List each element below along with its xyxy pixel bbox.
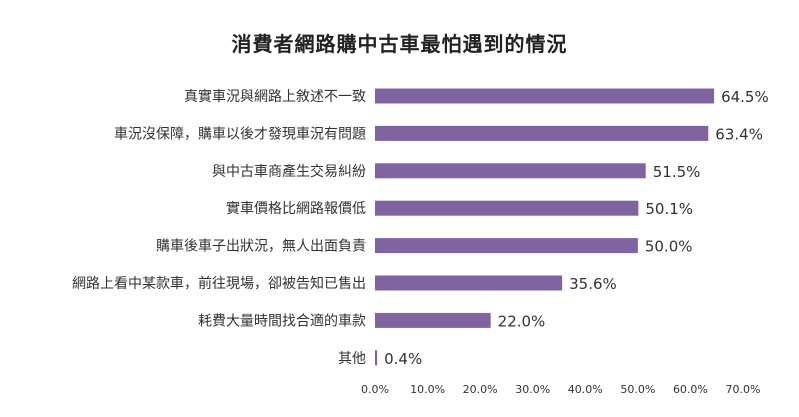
category-label: 其他: [338, 351, 366, 367]
chart-title: 消費者網路購中古車最怕遇到的情況: [231, 32, 568, 56]
bars-layer: [375, 88, 715, 366]
category-label: 與中古車商產生交易糾紛: [212, 163, 366, 180]
data-label: 35.6%: [569, 275, 617, 293]
data-label: 51.5%: [653, 163, 701, 181]
x-tick-label: 70.0%: [726, 383, 761, 396]
bar: [375, 125, 709, 141]
bar: [375, 312, 491, 328]
labels-layer: 真實車況與網路上敘述不一致 64.5% 車況沒保障，購車以後才發現車況有問題 63.4…: [72, 88, 769, 368]
category-label: 網路上看中某款車，前往現場，卻被告知已售出: [72, 275, 366, 292]
x-tick-label: 20.0%: [463, 383, 498, 396]
x-tick-label: 60.0%: [673, 383, 708, 396]
data-label: 50.1%: [645, 200, 693, 218]
bar: [375, 350, 378, 366]
x-tick-label: 50.0%: [620, 383, 655, 396]
category-label: 購車後車子出狀況，無人出面負責: [156, 238, 366, 255]
data-label: 63.4%: [715, 125, 763, 143]
x-tick-label: 30.0%: [515, 383, 550, 396]
bar: [375, 238, 638, 254]
category-label: 實車價格比網路報價低: [226, 200, 366, 217]
category-label: 耗費大量時間找合適的車款: [198, 312, 366, 329]
bar: [375, 88, 715, 104]
category-label: 真實車況與網路上敘述不一致: [184, 88, 366, 105]
x-tick-label: 40.0%: [568, 383, 603, 396]
x-axis: 0.0% 10.0% 20.0% 30.0% 40.0% 50.0% 60.0% 70.0%: [361, 383, 760, 396]
category-label: 車況沒保障，購車以後才發現車況有問題: [114, 125, 366, 142]
data-label: 22.0%: [498, 312, 546, 330]
bar: [375, 275, 563, 291]
data-label: 64.5%: [721, 88, 769, 106]
bar: [375, 163, 646, 179]
x-tick-label: 0.0%: [361, 383, 389, 396]
data-label: 50.0%: [645, 238, 693, 256]
x-tick-label: 10.0%: [410, 383, 445, 396]
data-label: 0.4%: [384, 350, 422, 368]
bar: [375, 200, 639, 216]
